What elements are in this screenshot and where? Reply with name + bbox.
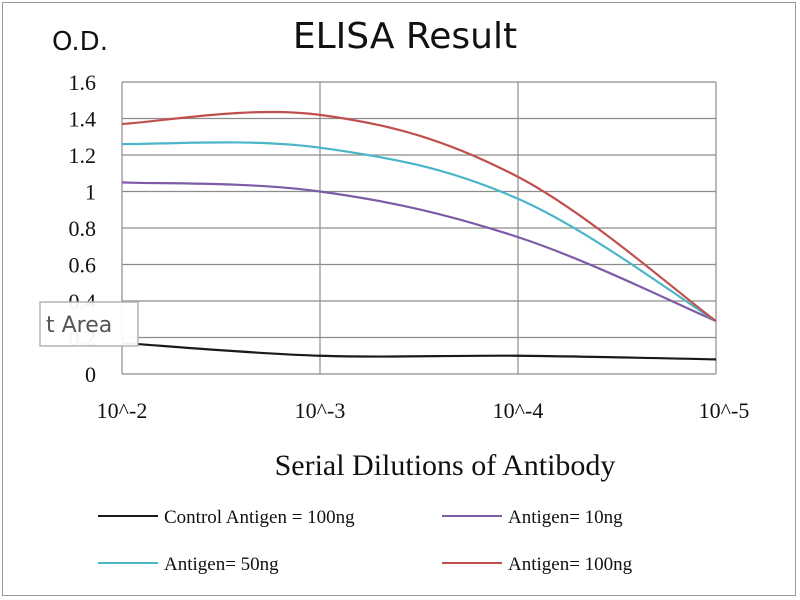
y-tick-label: 0.8: [69, 216, 97, 241]
x-tick-label: 10^-5: [699, 398, 750, 423]
series-line: [121, 181, 717, 323]
x-tick-labels: 10^-2 10^-3 10^-4 10^-5: [97, 398, 750, 423]
y-tick-label: 1: [85, 180, 96, 205]
y-tick-label: 1.2: [69, 143, 97, 168]
chart-area-tooltip: t Area: [39, 301, 139, 347]
legend-label: Antigen= 10ng: [508, 507, 623, 528]
x-tick-label: 10^-4: [493, 398, 544, 423]
legend-label: Control Antigen = 100ng: [164, 507, 355, 528]
legend: Control Antigen = 100ng Antigen= 10ng Anti…: [98, 507, 633, 575]
series-line: [121, 341, 717, 361]
series-line: [121, 110, 717, 322]
series-layer: [121, 110, 717, 361]
x-axis-label: Serial Dilutions of Antibody: [275, 449, 616, 482]
x-tick-label: 10^-2: [97, 398, 148, 423]
chart-title: ELISA Result: [293, 16, 517, 57]
grid-layer: [121, 81, 717, 375]
tooltip-label: t Area: [46, 313, 112, 338]
y-tick-label: 0: [85, 362, 96, 387]
legend-label: Antigen= 100ng: [508, 554, 633, 575]
x-tick-label: 10^-3: [295, 398, 346, 423]
y-tick-label: 1.4: [69, 107, 97, 132]
y-axis-label: O.D.: [52, 27, 108, 57]
y-tick-label: 1.6: [69, 70, 97, 95]
y-tick-label: 0.6: [69, 253, 97, 278]
series-line: [121, 141, 717, 323]
legend-label: Antigen= 50ng: [164, 554, 279, 575]
